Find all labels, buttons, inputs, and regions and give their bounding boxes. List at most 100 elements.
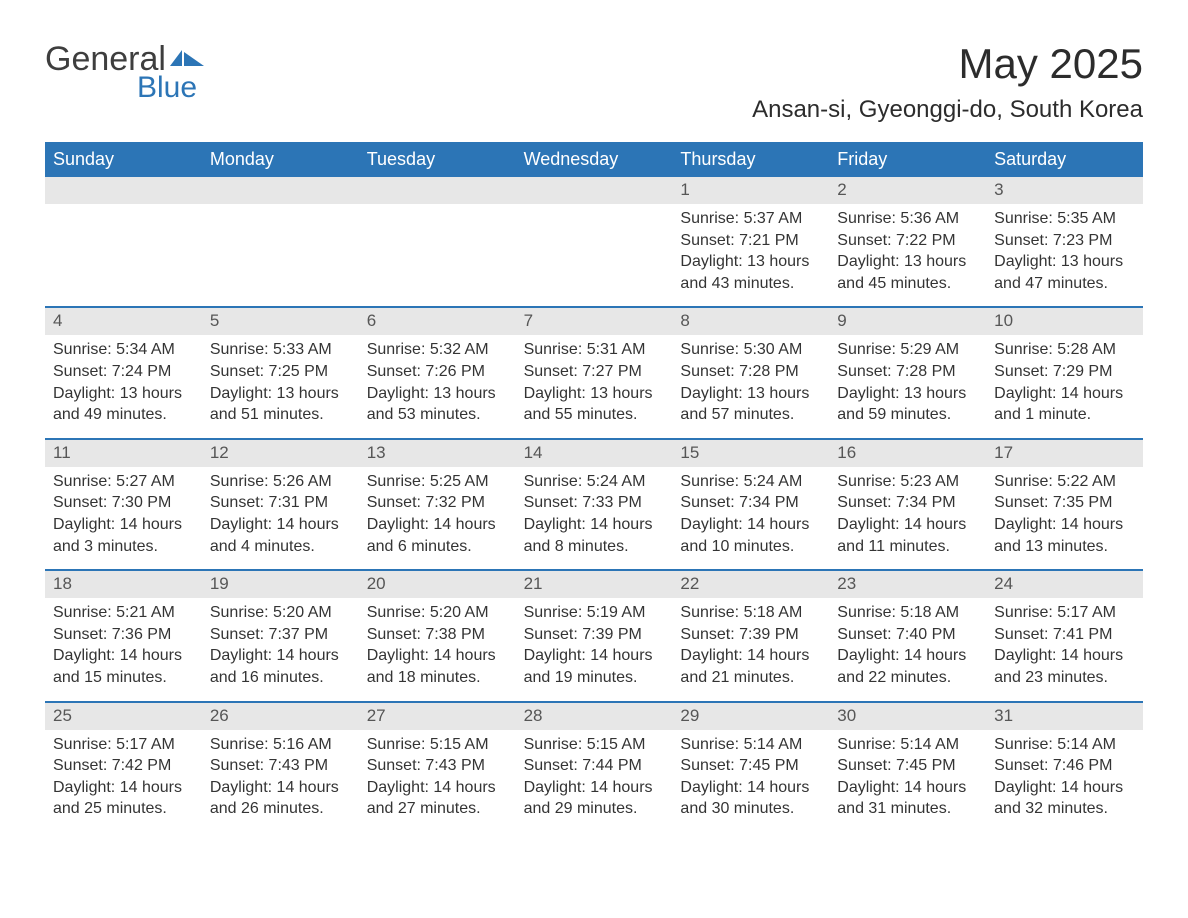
- calendar-cell: 21Sunrise: 5:19 AMSunset: 7:39 PMDayligh…: [516, 571, 673, 700]
- day-number: 14: [524, 443, 543, 462]
- calendar-cell: 14 Sunrise: 5:24 AMSunset: 7:33 PMDayligh…: [516, 440, 673, 569]
- day-number-row: 11: [45, 440, 202, 467]
- sunrise-line: Sunrise: 5:15 AM: [524, 734, 665, 756]
- day-number-row: 4: [45, 308, 202, 335]
- day-number-row: 10: [986, 308, 1143, 335]
- day-number: 7: [524, 311, 533, 330]
- cell-body: Sunrise: 5:14 AMSunset: 7:45 PMDaylight:…: [829, 730, 986, 832]
- logo-flag-icon: [170, 46, 206, 70]
- sunset-line: Sunset: 7:45 PM: [837, 755, 978, 777]
- day-number-row: 31: [986, 703, 1143, 730]
- sunset-line: Sunset: 7:29 PM: [994, 361, 1135, 383]
- daylight-line: Daylight: 14 hours and 8 minutes.: [524, 514, 665, 557]
- sunrise-line: Sunrise: 5:20 AM: [210, 602, 351, 624]
- day-number-row: 25: [45, 703, 202, 730]
- day-number-row: 18: [45, 571, 202, 598]
- calendar-cell: 18 Sunrise: 5:21 AMSunset: 7:36 PMDayligh…: [45, 571, 202, 700]
- sunset-line: Sunset: 7:28 PM: [837, 361, 978, 383]
- daylight-line: Daylight: 14 hours and 4 minutes.: [210, 514, 351, 557]
- daylight-line: Daylight: 14 hours and 16 minutes.: [210, 645, 351, 688]
- daylight-line: Daylight: 13 hours and 43 minutes.: [680, 251, 821, 294]
- daylight-line: Daylight: 14 hours and 27 minutes.: [367, 777, 508, 820]
- sunrise-line: Sunrise: 5:16 AM: [210, 734, 351, 756]
- sunrise-line: Sunrise: 5:14 AM: [994, 734, 1135, 756]
- sunset-line: Sunset: 7:43 PM: [367, 755, 508, 777]
- day-number: 25: [53, 706, 72, 725]
- daylight-line: Daylight: 13 hours and 53 minutes.: [367, 383, 508, 426]
- day-number-row: 28: [516, 703, 673, 730]
- calendar-cell: 12Sunrise: 5:26 AMSunset: 7:31 PMDayligh…: [202, 440, 359, 569]
- sunrise-line: Sunrise: 5:27 AM: [53, 471, 194, 493]
- sunset-line: Sunset: 7:40 PM: [837, 624, 978, 646]
- daylight-line: Daylight: 14 hours and 19 minutes.: [524, 645, 665, 688]
- cell-body: Sunrise: 5:26 AMSunset: 7:31 PMDaylight:…: [202, 467, 359, 569]
- day-header-row: SundayMondayTuesdayWednesdayThursdayFrid…: [45, 142, 1143, 177]
- calendar-cell: 17Sunrise: 5:22 AMSunset: 7:35 PMDayligh…: [986, 440, 1143, 569]
- sunset-line: Sunset: 7:23 PM: [994, 230, 1135, 252]
- cell-body: Sunrise: 5:21 AMSunset: 7:36 PMDaylight:…: [45, 598, 202, 700]
- daylight-line: Daylight: 14 hours and 21 minutes.: [680, 645, 821, 688]
- sunrise-line: Sunrise: 5:25 AM: [367, 471, 508, 493]
- cell-body: Sunrise: 5:17 AMSunset: 7:41 PMDaylight:…: [986, 598, 1143, 700]
- calendar-cell: [202, 177, 359, 306]
- cell-body: Sunrise: 5:30 AMSunset: 7:28 PMDaylight:…: [672, 335, 829, 437]
- daylight-line: Daylight: 14 hours and 10 minutes.: [680, 514, 821, 557]
- calendar: SundayMondayTuesdayWednesdayThursdayFrid…: [45, 142, 1143, 832]
- cell-body: Sunrise: 5:16 AMSunset: 7:43 PMDaylight:…: [202, 730, 359, 832]
- sunset-line: Sunset: 7:44 PM: [524, 755, 665, 777]
- sunrise-line: Sunrise: 5:23 AM: [837, 471, 978, 493]
- sunset-line: Sunset: 7:46 PM: [994, 755, 1135, 777]
- day-number-row: 19: [202, 571, 359, 598]
- calendar-cell: 27Sunrise: 5:15 AMSunset: 7:43 PMDayligh…: [359, 703, 516, 832]
- day-number: 28: [524, 706, 543, 725]
- daylight-line: Daylight: 14 hours and 15 minutes.: [53, 645, 194, 688]
- daylight-line: Daylight: 14 hours and 30 minutes.: [680, 777, 821, 820]
- daylight-line: Daylight: 14 hours and 6 minutes.: [367, 514, 508, 557]
- sunrise-line: Sunrise: 5:33 AM: [210, 339, 351, 361]
- calendar-cell: 5Sunrise: 5:33 AMSunset: 7:25 PMDaylight…: [202, 308, 359, 437]
- sunrise-line: Sunrise: 5:14 AM: [680, 734, 821, 756]
- sunset-line: Sunset: 7:33 PM: [524, 492, 665, 514]
- sunset-line: Sunset: 7:43 PM: [210, 755, 351, 777]
- sunset-line: Sunset: 7:34 PM: [680, 492, 821, 514]
- daylight-line: Daylight: 14 hours and 3 minutes.: [53, 514, 194, 557]
- cell-body: [359, 204, 516, 220]
- day-number-row: 20: [359, 571, 516, 598]
- day-number-row: 23: [829, 571, 986, 598]
- day-header-cell: Wednesday: [516, 142, 673, 177]
- day-number: 16: [837, 443, 856, 462]
- day-number: 1: [680, 180, 689, 199]
- cell-body: Sunrise: 5:25 AMSunset: 7:32 PMDaylight:…: [359, 467, 516, 569]
- daylight-line: Daylight: 13 hours and 47 minutes.: [994, 251, 1135, 294]
- calendar-cell: 31Sunrise: 5:14 AMSunset: 7:46 PMDayligh…: [986, 703, 1143, 832]
- cell-body: Sunrise: 5:24 AMSunset: 7:33 PMDaylight:…: [516, 467, 673, 569]
- day-number: 3: [994, 180, 1003, 199]
- calendar-cell: [359, 177, 516, 306]
- day-number-row: [516, 177, 673, 204]
- day-number: 18: [53, 574, 72, 593]
- week-row: 4Sunrise: 5:34 AMSunset: 7:24 PMDaylight…: [45, 306, 1143, 437]
- sunrise-line: Sunrise: 5:31 AM: [524, 339, 665, 361]
- day-number-row: 17: [986, 440, 1143, 467]
- day-number: 13: [367, 443, 386, 462]
- sunrise-line: Sunrise: 5:34 AM: [53, 339, 194, 361]
- calendar-cell: 9Sunrise: 5:29 AMSunset: 7:28 PMDaylight…: [829, 308, 986, 437]
- cell-body: Sunrise: 5:15 AMSunset: 7:43 PMDaylight:…: [359, 730, 516, 832]
- daylight-line: Daylight: 14 hours and 31 minutes.: [837, 777, 978, 820]
- day-number-row: 14: [516, 440, 673, 467]
- daylight-line: Daylight: 14 hours and 29 minutes.: [524, 777, 665, 820]
- cell-body: Sunrise: 5:28 AMSunset: 7:29 PMDaylight:…: [986, 335, 1143, 437]
- cell-body: Sunrise: 5:20 AMSunset: 7:37 PMDaylight:…: [202, 598, 359, 700]
- daylight-line: Daylight: 13 hours and 57 minutes.: [680, 383, 821, 426]
- cell-body: Sunrise: 5:29 AMSunset: 7:28 PMDaylight:…: [829, 335, 986, 437]
- calendar-cell: 15Sunrise: 5:24 AMSunset: 7:34 PMDayligh…: [672, 440, 829, 569]
- sunset-line: Sunset: 7:34 PM: [837, 492, 978, 514]
- calendar-cell: [516, 177, 673, 306]
- sunset-line: Sunset: 7:41 PM: [994, 624, 1135, 646]
- day-number: 30: [837, 706, 856, 725]
- calendar-cell: 1Sunrise: 5:37 AMSunset: 7:21 PMDaylight…: [672, 177, 829, 306]
- calendar-cell: 10Sunrise: 5:28 AMSunset: 7:29 PMDayligh…: [986, 308, 1143, 437]
- location: Ansan-si, Gyeonggi-do, South Korea: [752, 96, 1143, 124]
- cell-body: Sunrise: 5:36 AMSunset: 7:22 PMDaylight:…: [829, 204, 986, 306]
- daylight-line: Daylight: 13 hours and 49 minutes.: [53, 383, 194, 426]
